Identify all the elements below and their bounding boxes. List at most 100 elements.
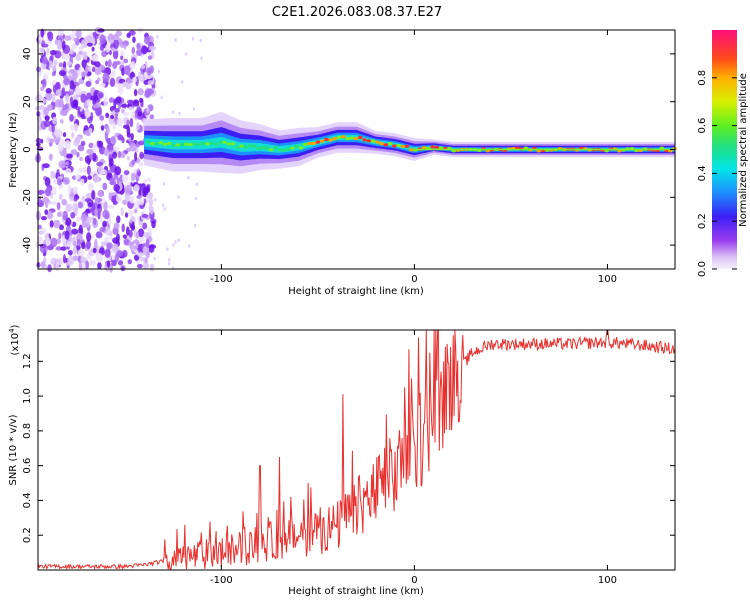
spectrogram-noise-blob xyxy=(94,196,99,203)
spectrogram-noise-blob xyxy=(139,204,145,210)
spectrogram-noise-blob xyxy=(127,259,133,265)
spectrogram-noise-blob xyxy=(141,45,148,55)
spectrogram-noise-blob xyxy=(122,111,130,117)
spectrogram-noise-blob xyxy=(147,55,152,60)
spectrogram-noise-blob xyxy=(129,117,134,128)
spectrogram-noise-blob xyxy=(107,39,115,44)
spectrogram-noise-blob xyxy=(59,98,64,108)
spectrogram-noise-blob xyxy=(41,78,47,88)
spectrogram-ridge-peak xyxy=(345,137,350,141)
spectrogram-noise-blob xyxy=(117,260,124,266)
spectrogram-noise-blob xyxy=(64,139,71,150)
spectrogram-noise-blob xyxy=(66,61,73,66)
spectrogram-noise-blob xyxy=(191,37,195,41)
snr-y-scale-label: (x104) xyxy=(8,324,21,355)
spectrogram-noise-blob xyxy=(136,42,141,50)
spectrogram-ridge-peak xyxy=(179,143,185,147)
spectrogram-noise-blob xyxy=(112,121,116,130)
spectrogram-noise-blob xyxy=(123,58,129,64)
spectrogram-noise-blob xyxy=(104,60,109,67)
spectrogram-noise-blob xyxy=(104,248,111,258)
spectrogram-noise-blob xyxy=(42,163,50,169)
spectrogram-noise-blob xyxy=(132,76,138,83)
spectrogram-noise-blob xyxy=(95,231,103,239)
spectrogram-noise-blob xyxy=(94,238,98,249)
spectrogram-ridge-peak xyxy=(404,144,410,148)
spectrogram-noise-blob xyxy=(61,198,68,206)
colorbar-gradient xyxy=(712,30,737,269)
spectrogram-noise-blob xyxy=(120,60,125,65)
spectrogram-noise-blob xyxy=(132,36,136,43)
spectrogram-noise-blob xyxy=(97,92,104,99)
spectrogram-noise-blob xyxy=(121,223,125,233)
spectrogram-noise-blob xyxy=(131,247,136,252)
spectrogram-noise-blob xyxy=(180,80,184,84)
spectrogram-noise-blob xyxy=(123,42,127,50)
spectrogram-noise-blob xyxy=(62,147,67,158)
spectrogram-ridge-peak xyxy=(273,146,278,150)
spectrogram-noise-blob xyxy=(126,32,131,39)
spectrogram-noise-blob xyxy=(139,220,143,228)
spectrogram-noise-blob xyxy=(112,200,117,206)
spectrogram-noise-blob xyxy=(70,149,78,156)
snr-x-tick-label: -100 xyxy=(210,575,233,586)
spectrogram-ridge-peak xyxy=(319,139,325,143)
spectrogram-noise-blob xyxy=(97,190,104,197)
spectrogram-noise-blob xyxy=(43,107,49,116)
spectrogram-ridge-peak xyxy=(400,144,406,149)
spectrogram-noise-blob xyxy=(91,66,96,73)
spectrogram-noise-blob xyxy=(52,116,58,125)
spectrogram-noise-blob xyxy=(50,257,58,266)
spectrogram-ridge-peak xyxy=(294,144,299,148)
spectrogram-noise-blob xyxy=(43,120,51,128)
spectrogram-noise-blob xyxy=(142,178,147,184)
spectrogram-noise-blob xyxy=(102,182,108,191)
spectrogram-noise-blob xyxy=(146,88,155,95)
spectrogram-noise-blob xyxy=(50,170,56,179)
spectrogram-noise-blob xyxy=(75,174,80,181)
snr-y-tick-label: 0.6 xyxy=(22,458,33,474)
spectrogram-noise-blob xyxy=(65,203,72,213)
spectrogram-noise-blob xyxy=(113,39,120,50)
spectrogram-noise-blob xyxy=(40,215,47,221)
spectrogram-noise-blob xyxy=(102,220,107,228)
spectrogram-noise-blob xyxy=(120,151,126,159)
spectrogram-noise-blob xyxy=(104,212,110,220)
spectrogram-ridge-peak xyxy=(167,141,172,145)
spectrogram-noise-blob xyxy=(40,28,45,38)
spectrogram-noise-blob xyxy=(51,65,57,72)
spectrogram-noise-blob xyxy=(87,182,95,192)
spectrogram-noise-blob xyxy=(74,64,80,71)
spectrogram-ridge-peak xyxy=(430,145,435,149)
spectrogram-noise-blob xyxy=(47,104,54,111)
spectrogram-noise-blob xyxy=(62,176,70,185)
snr-y-tick-label: 0.4 xyxy=(22,492,33,508)
spectrogram-noise-blob xyxy=(81,262,86,272)
spectrogram-noise-blob xyxy=(40,86,45,92)
spectrogram-ridge-peak xyxy=(349,136,355,140)
spectrogram-noise-blob xyxy=(85,260,90,270)
spectrogram-noise-blob xyxy=(78,46,84,53)
spectrogram-noise-blob xyxy=(124,212,129,218)
colorbar-tick-label: 0.4 xyxy=(697,165,708,181)
colorbar-label: Normalized spectral amplitude xyxy=(738,73,749,227)
spectrogram-noise-blob xyxy=(151,220,156,229)
spectrogram-noise-blob xyxy=(115,96,122,104)
spectrogram-noise-blob xyxy=(103,201,108,211)
spectrogram-noise-blob xyxy=(69,80,75,90)
spectrogram-noise-blob xyxy=(64,103,69,110)
colorbar-tick-label: 0.0 xyxy=(697,261,708,277)
spectrogram-x-tick-label: 0 xyxy=(411,274,417,285)
spectrogram-noise-blob xyxy=(123,170,130,176)
spectrogram-noise-blob xyxy=(75,53,82,62)
spectrogram-noise-blob xyxy=(118,104,122,110)
spectrogram-noise-blob xyxy=(70,124,75,132)
spectrogram-y-tick-label: 0 xyxy=(22,146,33,152)
spectrogram-noise-blob xyxy=(109,180,117,186)
spectrogram-noise-blob xyxy=(55,88,63,97)
spectrogram-ridge-peak xyxy=(375,140,380,144)
spectrogram-noise-blob xyxy=(131,159,136,165)
spectrogram-noise-blob xyxy=(89,259,97,267)
spectrogram-ridge-peak xyxy=(324,137,329,142)
